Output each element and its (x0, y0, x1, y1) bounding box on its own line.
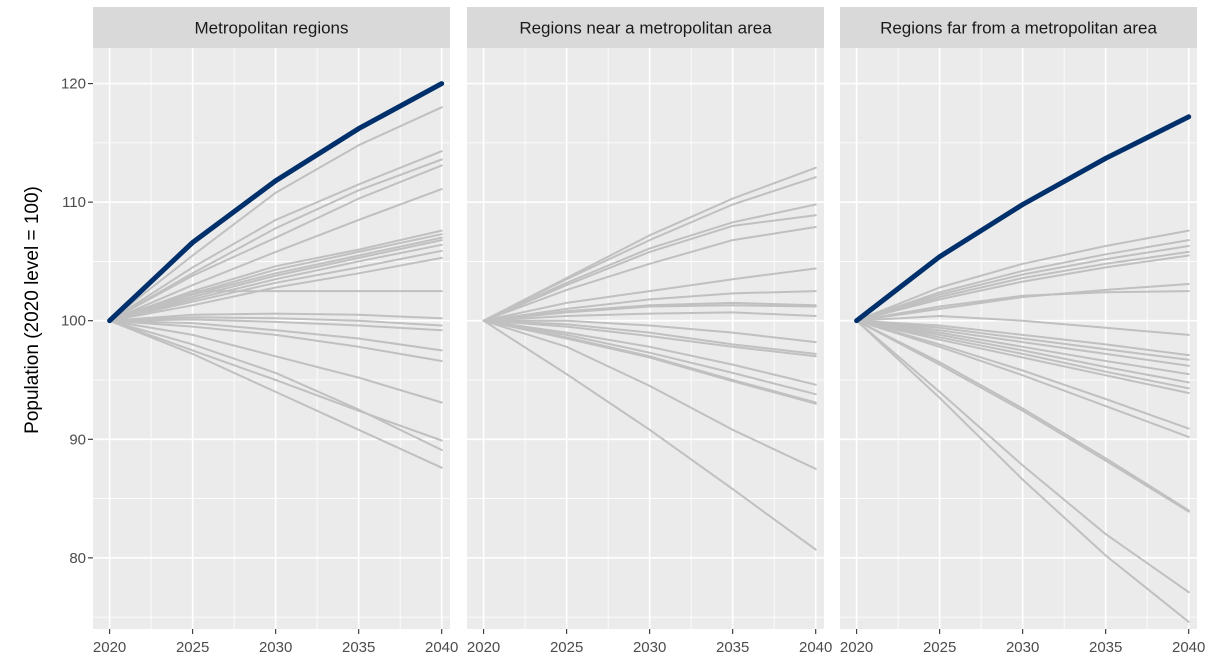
series-line (482, 319, 817, 396)
series-line (855, 319, 1190, 384)
facet-title: Metropolitan regions (194, 19, 348, 38)
series-line (855, 319, 1190, 357)
y-tick-label: 90 (69, 431, 86, 448)
series-line (855, 290, 1190, 322)
x-tick-label: 2025 (550, 639, 583, 656)
series-line (108, 236, 443, 322)
x-tick-label: 2020 (93, 639, 126, 656)
series-line (482, 319, 817, 358)
series-line (108, 319, 443, 352)
series-line (482, 203, 817, 322)
panel-background (467, 48, 824, 629)
series-line (482, 319, 817, 386)
series-line (855, 319, 1190, 376)
x-tick-label: 2025 (176, 639, 209, 656)
series-line (108, 319, 443, 451)
x-tick-label: 2035 (342, 639, 375, 656)
series-line (855, 319, 1190, 367)
series-line (108, 312, 443, 322)
series-line (108, 318, 443, 332)
series-line (855, 319, 1190, 513)
series-line (482, 319, 817, 551)
series-line (108, 188, 443, 322)
x-tick-label: 2040 (1172, 639, 1205, 656)
facet-strip (467, 7, 824, 48)
series-line (482, 311, 817, 322)
x-tick-label: 2035 (1089, 639, 1122, 656)
series-line (482, 319, 817, 344)
series-line (482, 319, 817, 470)
series-line (855, 319, 1190, 390)
series-line (482, 226, 817, 322)
facet-strip (93, 7, 450, 48)
series-line (108, 316, 443, 327)
series-line (108, 319, 443, 469)
series-line (108, 319, 443, 442)
series-line (482, 319, 817, 405)
y-axis-title: Population (2020 level = 100) (22, 186, 43, 434)
series-line (108, 290, 443, 322)
facet-title: Regions near a metropolitan area (519, 19, 772, 38)
y-tick-label: 120 (61, 76, 86, 93)
series-line (108, 319, 443, 404)
series-line (855, 250, 1190, 322)
series-line (855, 319, 1190, 512)
facet-panels: 80 90 100 110 120 Metropolitan regions 2020 202… (61, 7, 1205, 656)
series-line (482, 214, 817, 322)
series-line (855, 229, 1190, 322)
x-tick-label: 2030 (259, 639, 292, 656)
facet-panel: Regions far from a metropolitan area 2020… (840, 7, 1205, 656)
facet-strip (840, 7, 1197, 48)
y-tick-label: 80 (69, 550, 86, 567)
x-tick-label: 2030 (633, 639, 666, 656)
panel-background (93, 48, 450, 629)
series-line (482, 304, 817, 322)
facet-panel: Metropolitan regions 2020 2025 2030 2035 2040 (93, 7, 458, 656)
facet-title: Regions far from a metropolitan area (880, 19, 1157, 38)
series-line (855, 319, 1190, 438)
x-tick-label: 2035 (716, 639, 749, 656)
series-line (482, 290, 817, 322)
series-line (855, 283, 1190, 322)
series-line (108, 106, 443, 322)
series-line (108, 249, 443, 322)
series-line (855, 319, 1190, 430)
x-tick-label: 2020 (840, 639, 873, 656)
series-line (108, 243, 443, 322)
series-line (855, 254, 1190, 322)
series-line (482, 267, 817, 322)
x-tick-label: 2040 (799, 639, 832, 656)
series-line (855, 315, 1190, 336)
series-line-highlight (854, 114, 1192, 324)
x-tick-label: 2020 (467, 639, 500, 656)
facet-panel: Regions near a metropolitan area 2020 2025… (467, 7, 832, 656)
series-line (108, 256, 443, 322)
x-tick-label: 2030 (1006, 639, 1039, 656)
y-tick-label: 110 (62, 194, 86, 211)
x-tick-label: 2025 (923, 639, 956, 656)
series-line (855, 319, 1190, 623)
series-line (108, 319, 443, 362)
series-line (855, 239, 1190, 322)
series-line (855, 245, 1190, 322)
series-line-highlight (107, 81, 445, 324)
series-line (108, 239, 443, 322)
series-line (482, 176, 817, 322)
series-line (108, 158, 443, 322)
series-line (482, 319, 817, 355)
series-line (855, 319, 1190, 361)
series-line (855, 319, 1190, 394)
series-line (108, 164, 443, 322)
series-line (855, 319, 1190, 594)
y-tick-label: 100 (61, 313, 86, 330)
x-tick-label: 2040 (425, 639, 458, 656)
series-line (108, 150, 443, 322)
